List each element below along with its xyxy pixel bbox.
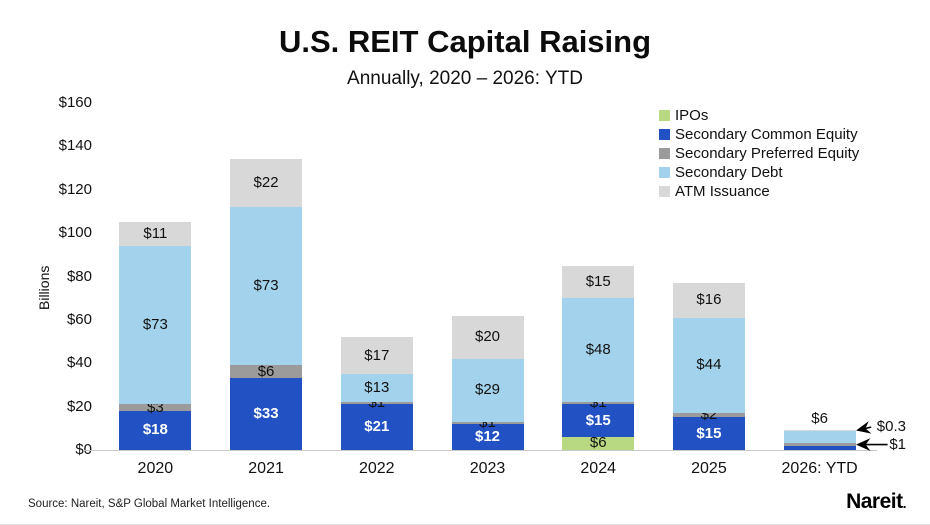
nareit-logo: Nareit. — [846, 490, 907, 513]
bar-segment-2020-secondary-common-equity — [119, 410, 192, 450]
x-axis-baseline — [84, 450, 877, 451]
legend-label: Secondary Common Equity — [675, 126, 858, 143]
bar-segment-2025-secondary-preferred-equity — [672, 413, 745, 418]
bar-segment-2024-secondary-common-equity — [562, 404, 635, 437]
legend-item-secondary-common-equity: Secondary Common Equity — [659, 125, 859, 144]
bar-segment-2024-secondary-preferred-equity — [562, 402, 635, 405]
bar-segment-2021-secondary-common-equity — [230, 378, 303, 450]
legend-swatch-icon — [659, 110, 670, 121]
y-tick-label: $120 — [58, 180, 92, 198]
segment-value-label: $6 — [811, 410, 828, 428]
segment-value-label: $44 — [696, 356, 722, 374]
legend-swatch-icon — [659, 186, 670, 197]
segment-value-label: $6 — [257, 362, 275, 380]
bar-segment-2021-secondary-debt — [230, 207, 303, 366]
legend-item-secondary-debt: Secondary Debt — [659, 163, 859, 182]
bar-segment-2026-ytd-secondary-common-equity — [783, 445, 856, 450]
legend-item-ipos: IPOs — [659, 106, 859, 125]
legend-label: Secondary Preferred Equity — [675, 145, 860, 162]
bar-segment-2021-secondary-preferred-equity — [230, 365, 303, 379]
bar-segment-2026-ytd-atm-issuance — [783, 429, 856, 431]
segment-value-label: $33 — [253, 405, 279, 423]
bar-segment-2020-secondary-debt — [119, 246, 192, 405]
chart-title: U.S. REIT Capital Raising — [278, 24, 652, 59]
x-tick-label-2026-ytd: 2026: YTD — [781, 460, 858, 477]
bar-segment-2025-secondary-common-equity — [672, 417, 745, 450]
x-tick-label-2024: 2024 — [580, 460, 616, 477]
segment-value-label: $11 — [143, 225, 168, 243]
y-tick-label: $40 — [66, 354, 92, 372]
legend-item-secondary-preferred-equity: Secondary Preferred Equity — [659, 144, 859, 163]
callout-value-label: $0.3 — [876, 418, 906, 436]
segment-value-label: $21 — [364, 418, 390, 436]
bar-segment-2020-atm-issuance — [119, 222, 192, 247]
callout-value-label: $1 — [889, 435, 906, 453]
y-tick-label: $160 — [58, 94, 92, 111]
segment-value-label: $20 — [474, 328, 501, 346]
segment-value-label: $48 — [585, 341, 611, 359]
bar-segment-2022-secondary-common-equity — [340, 404, 413, 450]
bar-segment-2022-atm-issuance — [340, 337, 413, 375]
x-tick-label-2022: 2022 — [358, 460, 395, 477]
segment-value-label: $15 — [585, 411, 611, 429]
bar-segment-2024-secondary-debt — [562, 298, 635, 403]
segment-value-label: $17 — [364, 346, 390, 364]
segment-value-label: $15 — [696, 424, 722, 442]
segment-value-label: $15 — [585, 272, 611, 290]
x-tick-label-2025: 2025 — [691, 460, 727, 477]
x-tick-label-2020: 2020 — [137, 460, 174, 477]
bar-segment-2023-secondary-common-equity — [451, 423, 524, 450]
bar-segment-2026-ytd-secondary-debt — [783, 430, 856, 444]
legend-label: IPOs — [675, 107, 709, 124]
y-tick-label: $60 — [66, 310, 92, 328]
segment-value-label: $12 — [474, 427, 501, 445]
bar-segment-2024-atm-issuance — [562, 265, 635, 299]
y-tick-label: $100 — [58, 224, 92, 242]
legend-label: Secondary Debt — [675, 164, 783, 181]
y-tick-label: $0 — [75, 441, 92, 458]
logo-dot: . — [902, 495, 907, 511]
segment-value-label: $18 — [142, 421, 168, 439]
bar-segment-2023-secondary-debt — [451, 358, 524, 422]
segment-value-label: $73 — [253, 277, 279, 295]
segment-value-label: $73 — [142, 316, 168, 334]
chart-subtitle: Annually, 2020 – 2026: YTD — [347, 68, 583, 89]
y-tick-label: $80 — [66, 267, 92, 285]
bar-segment-2021-atm-issuance — [230, 159, 303, 208]
bar-segment-2023-secondary-preferred-equity — [451, 421, 524, 424]
legend-swatch-icon — [659, 129, 670, 140]
bar-segment-2022-secondary-debt — [340, 374, 413, 403]
x-tick-label-2023: 2023 — [469, 460, 506, 477]
bar-segment-2025-atm-issuance — [672, 283, 745, 318]
segment-value-label: $29 — [474, 381, 501, 399]
legend-label: ATM Issuance — [675, 183, 770, 200]
segment-value-label: $13 — [364, 379, 390, 397]
bar-segment-2022-secondary-preferred-equity — [340, 402, 413, 405]
bar-segment-2025-secondary-debt — [672, 317, 745, 414]
legend-item-atm-issuance: ATM Issuance — [659, 182, 859, 201]
segment-value-label: $22 — [253, 174, 279, 192]
segment-value-label: $6 — [589, 434, 607, 452]
source-note: Source: Nareit, S&P Global Market Intell… — [28, 498, 271, 510]
segment-value-label: $16 — [696, 291, 722, 309]
bar-segment-2026-ytd-secondary-preferred-equity — [783, 443, 856, 446]
legend-swatch-icon — [659, 148, 670, 159]
x-tick-label-2021: 2021 — [248, 460, 284, 477]
y-tick-label: $140 — [58, 137, 92, 155]
legend-swatch-icon — [659, 167, 670, 178]
y-tick-label: $20 — [66, 397, 92, 415]
legend: IPOs Secondary Common Equity Secondary P… — [659, 106, 859, 201]
bar-segment-2020-secondary-preferred-equity — [119, 404, 192, 411]
bar-segment-2023-atm-issuance — [451, 315, 524, 359]
bar-segment-2024-ipos — [562, 436, 635, 450]
